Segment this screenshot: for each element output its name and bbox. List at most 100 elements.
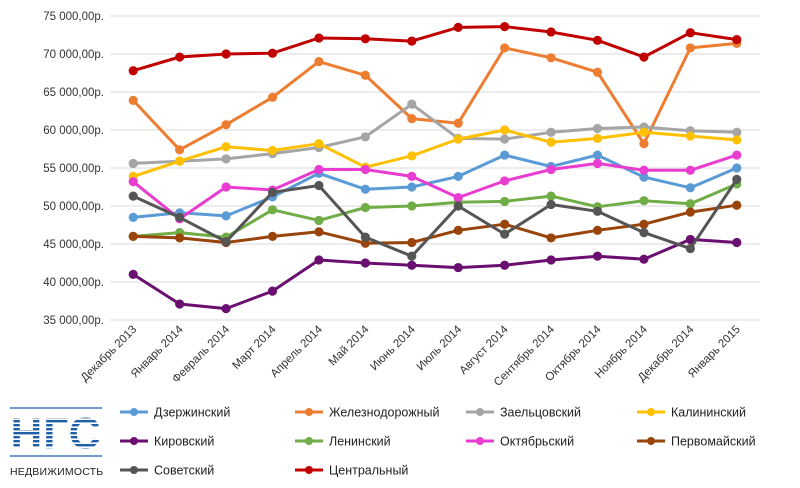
data-point <box>360 164 370 175</box>
data-point <box>175 156 185 166</box>
data-point <box>546 199 556 210</box>
data-point <box>685 131 695 141</box>
series-line <box>131 153 739 219</box>
data-point <box>546 53 556 63</box>
data-point <box>592 225 603 235</box>
data-point <box>175 299 185 309</box>
y-tick-label: 70 000,00р. <box>43 49 104 61</box>
data-point <box>500 125 510 135</box>
data-point <box>592 158 603 169</box>
legend-label: Советский <box>154 464 214 478</box>
data-point <box>546 127 556 137</box>
data-point <box>732 150 742 160</box>
data-point <box>453 225 463 235</box>
data-point <box>267 92 278 102</box>
y-tick-label: 60 000,00р. <box>43 125 104 137</box>
data-point <box>500 43 510 53</box>
data-point <box>732 174 742 184</box>
data-point <box>407 201 417 211</box>
y-tick-label: 50 000,00р. <box>43 201 104 213</box>
data-point <box>732 200 742 210</box>
data-point <box>407 260 417 270</box>
series-line <box>131 237 739 311</box>
data-point <box>639 165 649 175</box>
data-point <box>500 219 510 229</box>
data-point <box>732 163 742 173</box>
data-point <box>314 56 324 67</box>
x-tick-label: Июль 2014 <box>415 323 465 373</box>
data-point <box>685 43 695 53</box>
data-point <box>732 237 742 248</box>
data-point <box>685 199 695 209</box>
legend-item: Дзержинский <box>120 406 230 420</box>
data-point <box>360 132 370 142</box>
data-point <box>546 137 556 147</box>
data-point <box>546 191 556 201</box>
data-point <box>360 258 370 268</box>
data-point <box>500 260 510 270</box>
data-point <box>592 206 603 216</box>
legend-swatch-marker <box>130 408 138 416</box>
data-point <box>267 231 278 241</box>
ngs-logo-mark: НГС <box>10 407 102 458</box>
data-point <box>175 212 185 222</box>
data-point <box>546 164 556 175</box>
legend-item: Первомайский <box>637 435 756 449</box>
legend-item: Кировский <box>120 435 214 449</box>
data-point <box>407 151 417 161</box>
data-point <box>639 219 649 229</box>
data-point <box>360 184 370 194</box>
y-tick-label: 75 000,00р. <box>43 11 104 23</box>
data-point <box>221 120 231 130</box>
legend-swatch-marker <box>305 408 313 416</box>
data-point <box>453 118 463 128</box>
data-point <box>314 164 324 175</box>
data-point <box>592 251 603 261</box>
data-point <box>221 154 231 164</box>
x-tick-label: Июнь 2014 <box>368 323 418 373</box>
ngs-logo: НГС НЕДВИЖИМОСТЬ <box>8 404 108 480</box>
data-point <box>314 180 324 191</box>
data-point <box>453 262 463 273</box>
data-point <box>314 255 324 265</box>
data-point <box>639 127 649 137</box>
data-point <box>453 193 463 203</box>
y-axis: 35 000,00р. 40 000,00р. 45 000,00р. 50 000,… <box>43 11 104 327</box>
legend-item: Заельцовский <box>466 406 581 420</box>
data-point <box>360 202 370 213</box>
data-point <box>546 233 556 243</box>
data-point <box>685 234 695 245</box>
data-point <box>360 70 370 80</box>
data-point <box>314 215 324 226</box>
legend-item: Железнодорожный <box>295 406 439 420</box>
data-point <box>221 237 231 247</box>
data-point <box>639 196 649 206</box>
legend-swatch-marker <box>130 466 138 474</box>
legend-swatch-marker <box>647 408 655 416</box>
data-point <box>639 52 649 62</box>
series-line <box>131 102 739 165</box>
series-line <box>131 25 739 73</box>
data-point <box>407 114 417 124</box>
legend: Дзержинский Железнодорожный Заельцовский Ка… <box>120 406 756 478</box>
y-tick-label: 45 000,00р. <box>43 239 104 251</box>
data-point <box>128 95 138 105</box>
data-point <box>732 127 742 137</box>
legend-label: Первомайский <box>671 435 756 449</box>
data-point <box>267 205 278 215</box>
data-point <box>267 187 278 197</box>
data-point <box>685 165 695 175</box>
data-point <box>639 228 649 238</box>
series-line <box>131 153 739 221</box>
data-point <box>221 303 231 314</box>
x-tick-label: Май 2014 <box>327 323 372 368</box>
series-line <box>131 203 739 245</box>
data-point <box>453 171 463 181</box>
data-point <box>685 243 695 254</box>
data-point <box>639 139 649 149</box>
y-tick-label: 65 000,00р. <box>43 87 104 99</box>
data-point <box>128 269 138 279</box>
data-point <box>453 201 463 211</box>
data-point <box>267 145 278 156</box>
data-point <box>592 67 603 77</box>
